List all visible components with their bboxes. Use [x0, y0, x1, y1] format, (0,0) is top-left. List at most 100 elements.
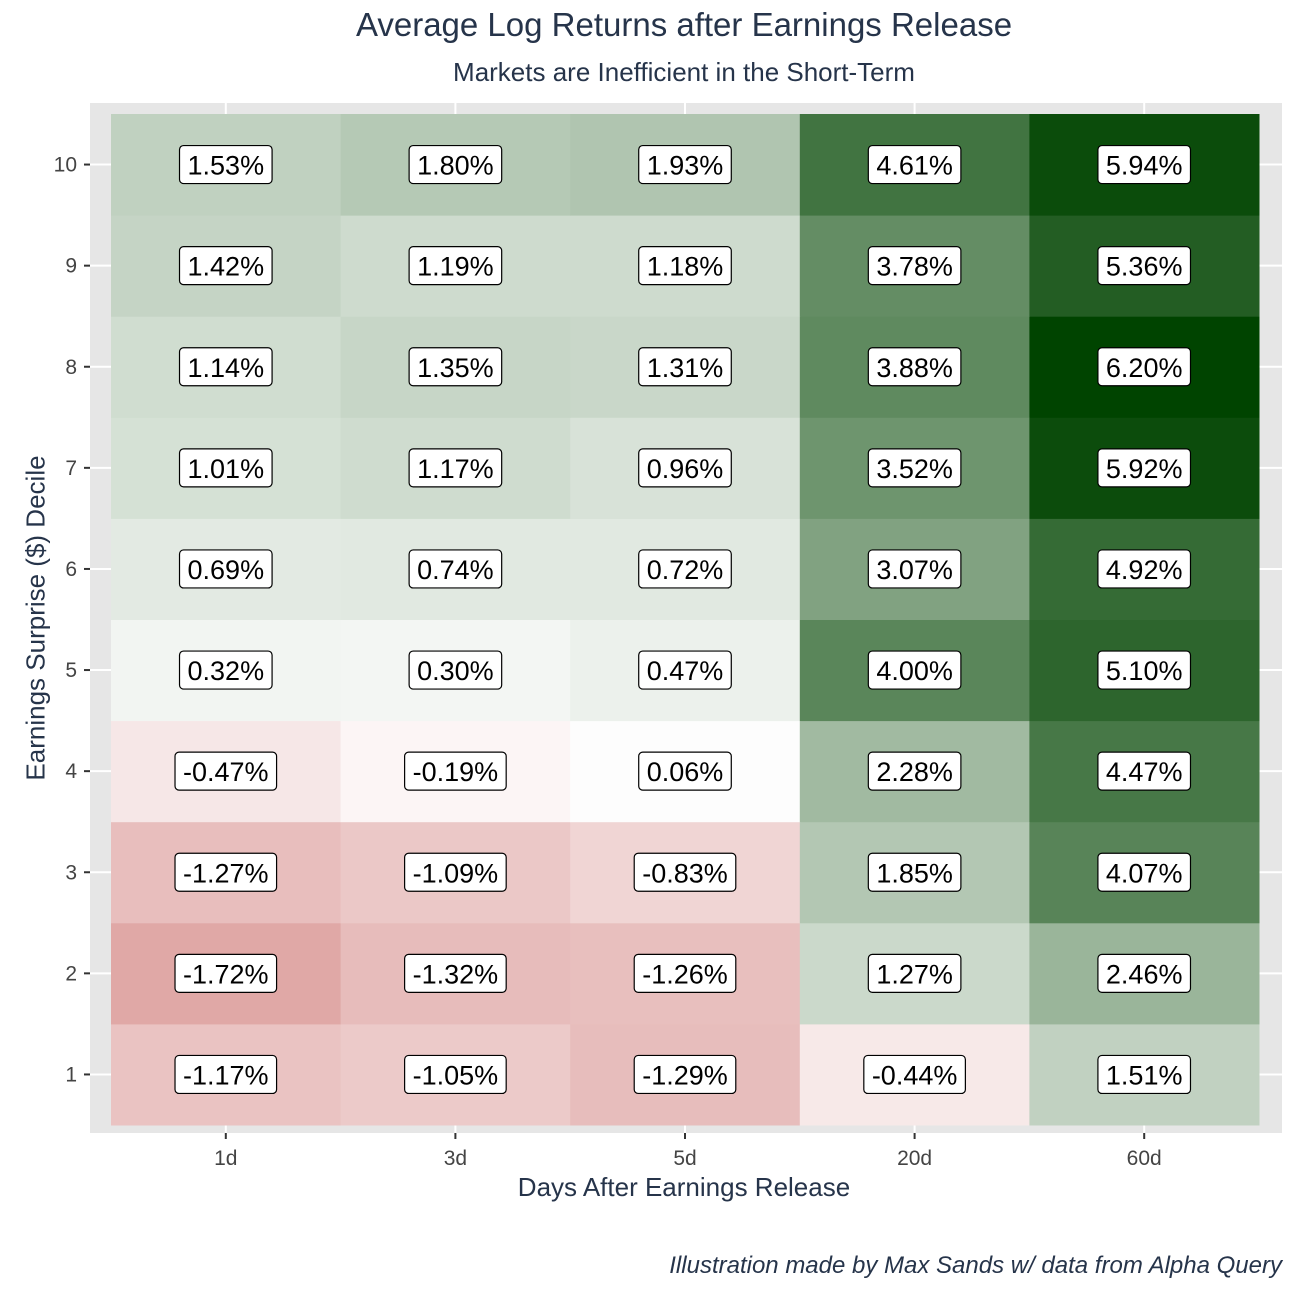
cell-value-text: -1.32%: [413, 959, 499, 989]
cell-label-box: [867, 246, 962, 286]
cell-value-text: 3.07%: [876, 555, 953, 585]
cell-value-label: -1.09%: [404, 852, 507, 892]
cell-label-box: [867, 953, 962, 993]
cell-label-box: [638, 448, 732, 488]
cell-value-text: 1.17%: [417, 454, 494, 484]
chart-caption: Illustration made by Max Sands w/ data f…: [669, 1252, 1282, 1279]
cell-value-label: 5.92%: [1097, 448, 1192, 488]
cell-value-label: -1.17%: [174, 1054, 278, 1095]
cell-value-text: 0.96%: [647, 454, 724, 484]
cell-value-text: 0.32%: [188, 656, 265, 686]
cell-label-box: [867, 347, 962, 387]
cell-value-text: -1.05%: [413, 1060, 499, 1090]
cell-label-box: [638, 347, 732, 387]
cell-label-box: [1097, 347, 1192, 387]
cell-value-text: -1.17%: [183, 1060, 269, 1090]
cell-value-label: 3.78%: [867, 246, 962, 286]
cell-value-label: -1.72%: [174, 953, 278, 993]
cell-label-box: [408, 347, 503, 387]
cell-value-text: 1.53%: [188, 151, 265, 181]
cell-label-box: [178, 448, 273, 488]
cell-value-label: -1.29%: [633, 1054, 737, 1095]
y-tick-label: 9: [65, 255, 77, 278]
cell-label-box: [867, 144, 962, 185]
cell-value-label: 3.52%: [867, 448, 962, 488]
cell-value-label: 1.85%: [867, 852, 962, 892]
x-axis-label: Days After Earnings Release: [517, 1172, 851, 1202]
cell-value-text: -0.44%: [872, 1060, 958, 1090]
cell-value-text: 1.93%: [647, 151, 724, 181]
cell-value-label: 3.07%: [867, 549, 962, 589]
cell-value-label: 6.20%: [1097, 347, 1192, 387]
cell-value-label: 1.42%: [178, 246, 273, 286]
cell-label-box: [178, 650, 273, 690]
y-tick-label: 5: [65, 659, 77, 682]
cell-value-label: 1.31%: [638, 347, 732, 387]
x-tick-label: 3d: [444, 1147, 467, 1170]
cell-value-text: 4.47%: [1106, 757, 1183, 787]
cell-value-label: 1.01%: [178, 448, 273, 488]
cell-label-box: [1097, 1054, 1192, 1095]
cell-value-text: 4.00%: [876, 656, 953, 686]
cell-value-label: -0.19%: [404, 751, 507, 791]
cell-value-text: -1.09%: [413, 858, 499, 888]
cell-value-text: -0.19%: [413, 757, 499, 787]
cell-value-text: -0.83%: [642, 858, 728, 888]
cell-value-text: 2.28%: [876, 757, 953, 787]
cell-value-text: -1.29%: [642, 1060, 728, 1090]
cell-label-box: [1097, 246, 1192, 286]
cell-label-box: [633, 1054, 737, 1095]
cell-value-text: 5.92%: [1106, 454, 1183, 484]
cell-value-text: 1.19%: [417, 252, 494, 282]
cell-value-label: 5.36%: [1097, 246, 1192, 286]
cell-value-text: 1.85%: [876, 858, 953, 888]
cell-value-text: 0.74%: [417, 555, 494, 585]
cell-value-label: 0.47%: [638, 650, 732, 690]
cell-label-box: [178, 347, 273, 387]
cell-value-text: 1.27%: [876, 959, 953, 989]
chart-subtitle: Markets are Inefficient in the Short-Ter…: [453, 57, 915, 87]
cell-value-label: 4.61%: [867, 144, 962, 185]
x-tick-label: 5d: [673, 1147, 696, 1170]
y-tick-label: 4: [65, 760, 77, 783]
cell-value-label: 3.88%: [867, 347, 962, 387]
cell-value-label: 1.19%: [408, 246, 503, 286]
cell-label-box: [408, 246, 503, 286]
cell-value-text: 1.31%: [647, 353, 724, 383]
cell-label-box: [404, 1054, 507, 1095]
cell-label-box: [867, 448, 962, 488]
cell-value-text: 4.92%: [1106, 555, 1183, 585]
cell-value-label: 0.06%: [638, 751, 732, 791]
cell-label-box: [1097, 852, 1192, 892]
cell-value-label: 1.51%: [1097, 1054, 1192, 1095]
cell-value-text: 6.20%: [1106, 353, 1183, 383]
y-tick-label: 3: [65, 861, 77, 884]
y-tick-label: 10: [54, 154, 77, 177]
cell-value-text: 1.18%: [647, 252, 724, 282]
cell-label-box: [867, 650, 962, 690]
cell-value-text: 5.94%: [1106, 151, 1183, 181]
y-tick-label: 7: [65, 457, 77, 480]
chart-title: Average Log Returns after Earnings Relea…: [355, 6, 1013, 43]
cell-label-box: [404, 852, 507, 892]
cell-value-label: 2.46%: [1097, 953, 1192, 993]
x-tick-label: 20d: [897, 1147, 932, 1170]
cell-label-box: [867, 549, 962, 589]
cell-value-text: 2.46%: [1106, 959, 1183, 989]
cell-value-label: -0.47%: [174, 751, 278, 791]
cell-label-box: [638, 549, 732, 589]
cell-value-text: 0.47%: [647, 656, 724, 686]
cell-label-box: [178, 246, 273, 286]
y-tick-label: 1: [65, 1063, 77, 1086]
cell-label-box: [1097, 751, 1192, 791]
cell-label-box: [638, 144, 732, 185]
cell-value-label: 0.30%: [408, 650, 503, 690]
cell-value-label: 1.27%: [867, 953, 962, 993]
cell-value-label: 1.17%: [408, 448, 503, 488]
cell-value-text: 5.36%: [1106, 252, 1183, 282]
cell-label-box: [174, 1054, 278, 1095]
cell-value-label: 0.74%: [408, 549, 503, 589]
cell-value-label: 0.72%: [638, 549, 732, 589]
cell-value-label: 5.10%: [1097, 650, 1192, 690]
